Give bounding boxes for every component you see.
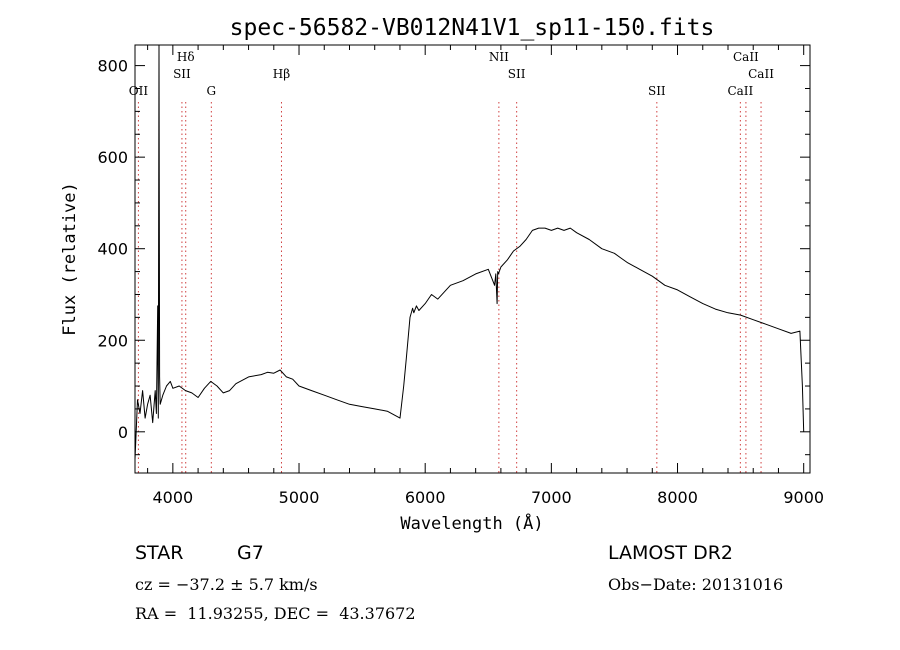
- line-marker-label-2: SII: [173, 67, 191, 81]
- y-tick-label-200: 200: [97, 331, 128, 350]
- line-marker-label-1: Hδ: [177, 50, 195, 64]
- x-tick-label-7000: 7000: [531, 488, 572, 507]
- redshift-cz: cz = −37.2 ± 5.7 km/s: [135, 575, 318, 594]
- y-tick-label-600: 600: [97, 148, 128, 167]
- x-axis-label: Wavelength (Å): [400, 512, 543, 534]
- y-tick-label-400: 400: [97, 240, 128, 259]
- line-marker-label-9: CaII: [748, 67, 774, 81]
- y-axis-label: Flux (relative): [60, 182, 80, 336]
- chart-title: spec-56582-VB012N41V1_sp11-150.fits: [230, 15, 715, 41]
- line-marker-label-5: NII: [489, 50, 509, 64]
- y-tick-label-0: 0: [118, 423, 128, 442]
- observation-date: Obs−Date: 20131016: [608, 575, 784, 594]
- x-tick-label-9000: 9000: [783, 488, 824, 507]
- plot-frame: [134, 44, 811, 474]
- y-tick-label-800: 800: [97, 57, 128, 76]
- line-marker-label-6: SII: [508, 67, 526, 81]
- sky-coordinates: RA = 11.93255, DEC = 43.37672: [135, 604, 416, 623]
- line-marker-label-8: CaII: [733, 50, 759, 64]
- x-tick-label-6000: 6000: [405, 488, 446, 507]
- line-marker-label-7: SII: [648, 84, 666, 98]
- x-tick-label-5000: 5000: [279, 488, 320, 507]
- x-tick-label-8000: 8000: [657, 488, 698, 507]
- line-marker-label-3: G: [207, 84, 217, 98]
- object-subclass: G7: [237, 542, 264, 564]
- line-marker-label-4: Hβ: [273, 67, 290, 81]
- spectrum-series-0: [134, 44, 805, 460]
- line-marker-label-10: CaII: [727, 84, 753, 98]
- line-marker-label-0: OII: [129, 84, 149, 98]
- survey-name: LAMOST DR2: [608, 542, 733, 564]
- object-class: STAR: [135, 542, 184, 564]
- x-tick-label-4000: 4000: [152, 488, 193, 507]
